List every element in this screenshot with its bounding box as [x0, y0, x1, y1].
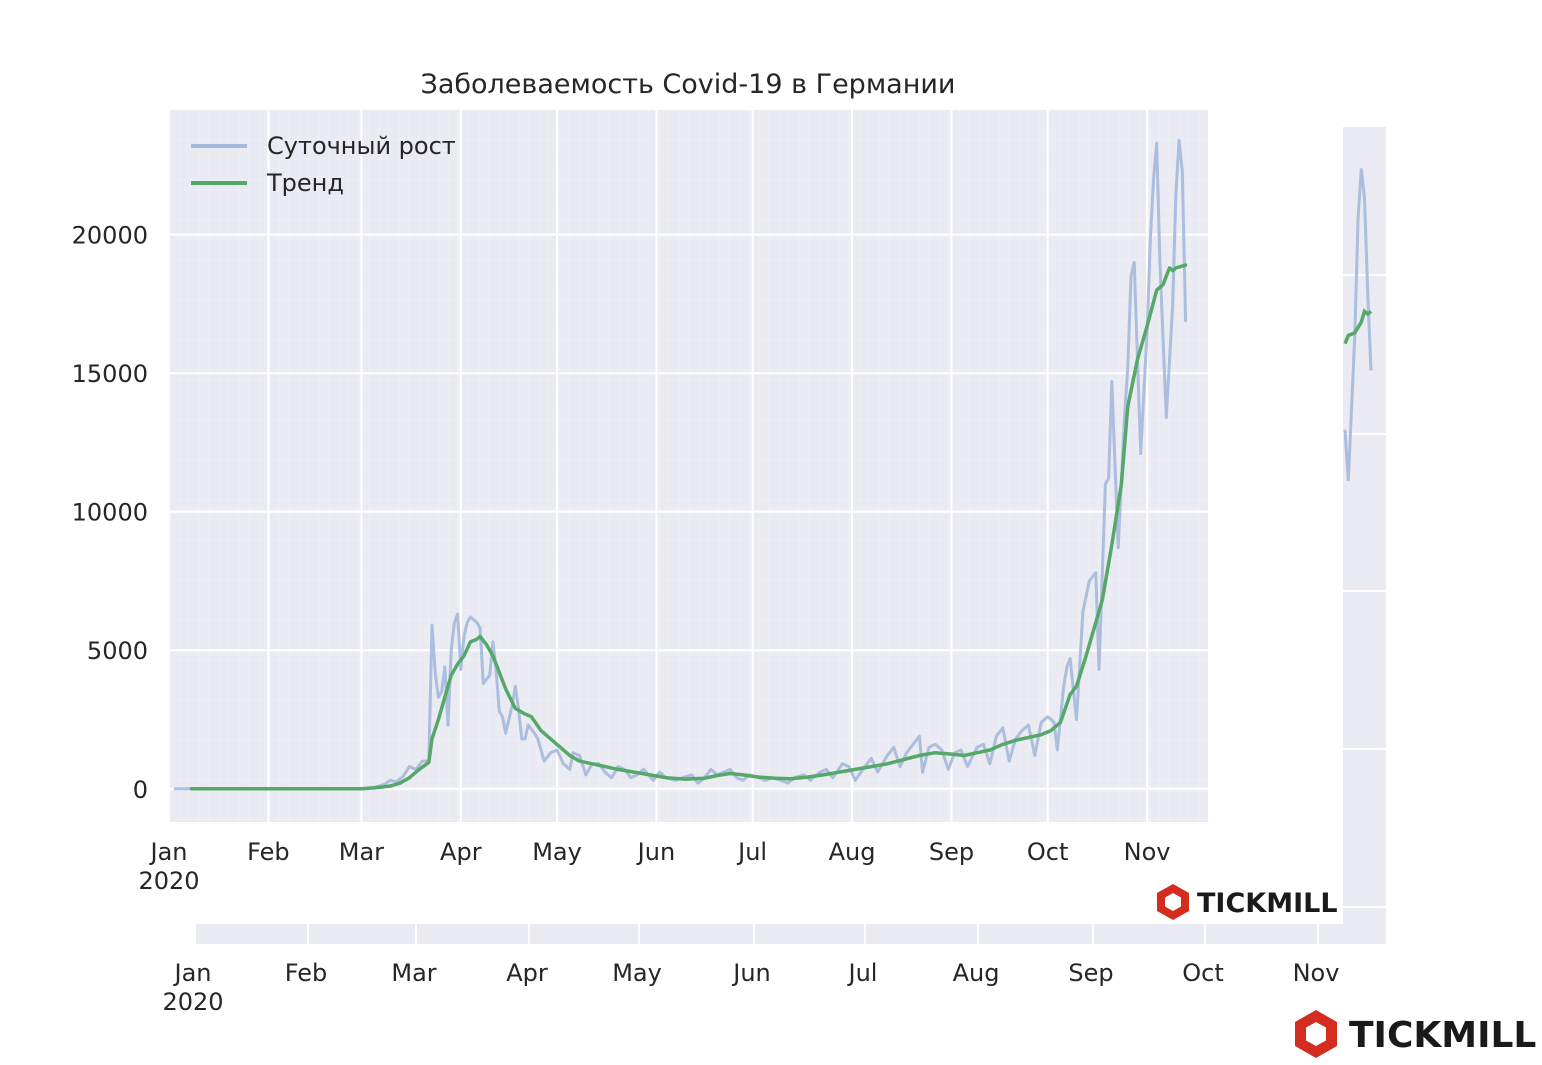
secondary-x-tick-label: Sep [1068, 959, 1113, 987]
trend-line [189, 263, 1188, 791]
chart-title: Заболеваемость Covid-19 в Германии [421, 69, 956, 100]
x-tick-label: Mar [339, 838, 384, 866]
y-tick-label: 10000 [72, 499, 148, 527]
x-tick-label: Jul [736, 838, 767, 866]
y-tick-label: 20000 [72, 222, 148, 250]
x-tick-label: May [532, 838, 582, 866]
x-tick-label: Nov [1124, 838, 1171, 866]
secondary-x-tick-sublabel: 2020 [162, 988, 223, 1016]
secondary-x-tick-label: Jan [173, 959, 212, 987]
tickmill-logo-small: TICKMILL [1157, 884, 1338, 920]
legend: Суточный рост Тренд [191, 132, 456, 197]
x-tick-label: Apr [440, 838, 482, 866]
series-lines [173, 139, 1373, 791]
x-tick-label: Jun [636, 838, 676, 866]
legend-label-daily: Суточный рост [267, 132, 456, 160]
secondary-x-tick-label: Nov [1293, 959, 1340, 987]
legend-label-trend: Тренд [266, 169, 344, 197]
y-tick-label: 0 [133, 776, 148, 804]
tickmill-logo-text: TICKMILL [1349, 1015, 1536, 1056]
secondary-x-tick-label: Jul [847, 959, 878, 987]
plot-backgrounds [169, 110, 1386, 944]
secondary-x-tick-label: Aug [953, 959, 1000, 987]
y-tick-label: 15000 [72, 360, 148, 388]
secondary-trend-line [1343, 308, 1373, 345]
secondary-x-tick-label: Apr [506, 959, 548, 987]
tickmill-logo-large: TICKMILL [1295, 1010, 1536, 1058]
x-tick-sublabel: 2020 [138, 867, 199, 895]
main-plot-area [169, 110, 1208, 822]
tickmill-logo-icon-inner [1306, 1022, 1326, 1046]
x-tick-label: Jan [149, 838, 188, 866]
x-tick-label: Sep [929, 838, 974, 866]
x-tick-label: Aug [829, 838, 876, 866]
secondary-plot-panel [1343, 127, 1386, 944]
secondary-daily-growth-line [1343, 168, 1373, 482]
secondary-x-tick-label: Oct [1182, 959, 1224, 987]
secondary-x-tick-label: Feb [285, 959, 328, 987]
tickmill-logo-text: TICKMILL [1197, 888, 1338, 919]
x-tick-label: Oct [1027, 838, 1069, 866]
secondary-axis-strip [195, 924, 1386, 944]
secondary-x-tick-label: Mar [391, 959, 436, 987]
secondary-x-tick-label: May [612, 959, 662, 987]
x-tick-label: Feb [247, 838, 290, 866]
daily-growth-line [173, 139, 1188, 791]
secondary-x-tick-label: Jun [731, 959, 771, 987]
tickmill-logo-icon-inner [1165, 893, 1181, 911]
y-tick-label: 5000 [87, 637, 148, 665]
